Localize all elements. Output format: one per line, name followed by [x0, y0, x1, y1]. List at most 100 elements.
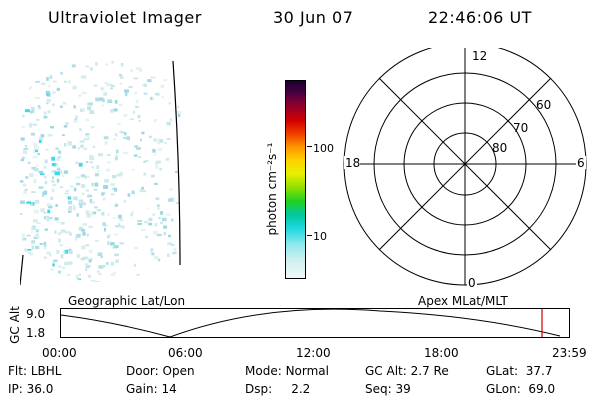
emission-speckle	[112, 174, 117, 179]
emission-speckle	[73, 105, 76, 109]
emission-speckle	[117, 214, 122, 219]
emission-speckle	[53, 80, 57, 83]
emission-speckle	[40, 173, 45, 176]
emission-speckle	[78, 226, 83, 231]
emission-speckle	[26, 201, 31, 204]
emission-speckle	[20, 213, 23, 215]
emission-speckle	[100, 265, 106, 268]
emission-speckle	[31, 226, 37, 230]
emission-speckle	[104, 227, 107, 232]
emission-speckle	[135, 106, 139, 108]
emission-speckle	[67, 200, 73, 205]
emission-speckle	[112, 272, 116, 275]
emission-speckle	[75, 182, 81, 186]
emission-speckle	[38, 186, 44, 189]
emission-speckle	[90, 67, 93, 71]
emission-speckle	[60, 229, 66, 233]
emission-speckle	[104, 82, 108, 84]
emission-speckle	[107, 235, 110, 239]
emission-speckle	[96, 165, 100, 169]
emission-speckle	[86, 134, 90, 138]
emission-speckle	[60, 105, 63, 108]
emission-speckle	[85, 266, 90, 269]
colorbar-tick-10: 10	[313, 230, 327, 243]
emission-speckle	[32, 123, 38, 126]
emission-speckle	[31, 240, 36, 244]
emission-speckle	[119, 218, 124, 222]
emission-speckle	[88, 249, 93, 253]
orbit-left-label: Geographic Lat/Lon	[68, 294, 186, 308]
emission-speckle	[43, 243, 47, 247]
emission-speckle	[111, 187, 115, 190]
emission-speckle	[127, 193, 131, 197]
emission-speckle	[143, 172, 146, 176]
emission-speckle	[59, 244, 63, 247]
emission-speckle	[135, 99, 139, 104]
emission-speckle	[153, 256, 159, 260]
emission-speckle	[56, 178, 60, 183]
emission-speckle	[88, 259, 92, 263]
emission-speckle	[65, 122, 69, 125]
emission-speckle	[94, 182, 99, 187]
orbit-xtick-2: 12:00	[296, 346, 331, 360]
emission-speckle	[75, 161, 79, 165]
emission-speckle	[35, 229, 39, 233]
colorbar-tickmark-100	[307, 146, 312, 147]
emission-speckle	[72, 208, 76, 211]
mlt-label-12: 12	[472, 49, 487, 63]
status-glat: GLat: 37.7	[486, 364, 553, 378]
emission-speckle	[72, 145, 76, 149]
emission-speckle	[80, 144, 84, 148]
emission-speckle	[152, 213, 155, 216]
emission-speckle	[29, 122, 33, 125]
emission-speckle	[49, 268, 54, 272]
emission-speckle	[107, 241, 110, 245]
emission-speckle	[85, 65, 90, 68]
emission-speckle	[167, 242, 172, 245]
emission-speckle	[63, 125, 68, 128]
emission-speckle	[39, 140, 42, 144]
emission-speckle	[78, 203, 82, 205]
emission-speckle	[106, 262, 109, 265]
emission-speckle	[20, 158, 25, 162]
emission-speckle	[121, 131, 124, 134]
emission-speckle	[135, 67, 141, 71]
emission-speckle	[110, 193, 115, 196]
emission-speckle	[171, 218, 174, 222]
emission-speckle	[47, 110, 51, 114]
emission-speckle	[57, 232, 62, 235]
emission-speckle	[73, 187, 77, 192]
emission-speckle	[166, 138, 171, 140]
emission-speckle	[30, 251, 34, 256]
emission-speckle	[95, 62, 98, 66]
emission-speckle	[89, 110, 95, 114]
emission-speckle	[110, 87, 113, 90]
emission-speckle	[156, 160, 161, 164]
emission-speckle	[124, 279, 129, 282]
emission-speckle	[80, 174, 86, 178]
emission-speckle	[172, 251, 177, 255]
uv-emission-speckles	[20, 60, 182, 282]
orbit-ytick-bottom: 1.8	[26, 326, 46, 340]
color-scale-bar	[285, 80, 306, 279]
emission-speckle	[58, 156, 61, 159]
emission-speckle	[48, 84, 51, 88]
emission-speckle	[31, 109, 35, 113]
status-gc-alt: GC Alt: 2.7 Re	[365, 364, 449, 378]
emission-speckle	[86, 137, 90, 140]
emission-speckle	[29, 86, 33, 88]
emission-speckle	[101, 98, 105, 102]
emission-speckle	[57, 270, 61, 274]
emission-speckle	[154, 223, 158, 227]
emission-speckle	[134, 246, 138, 249]
emission-speckle	[110, 273, 115, 276]
limb-line	[20, 254, 24, 286]
emission-speckle	[46, 102, 49, 105]
status-seq: Seq: 39	[365, 382, 411, 396]
emission-speckle	[22, 114, 25, 118]
emission-speckle	[48, 217, 53, 220]
emission-speckle	[44, 159, 48, 164]
emission-speckle	[101, 104, 105, 107]
emission-speckle	[136, 274, 140, 276]
emission-speckle	[102, 197, 106, 201]
